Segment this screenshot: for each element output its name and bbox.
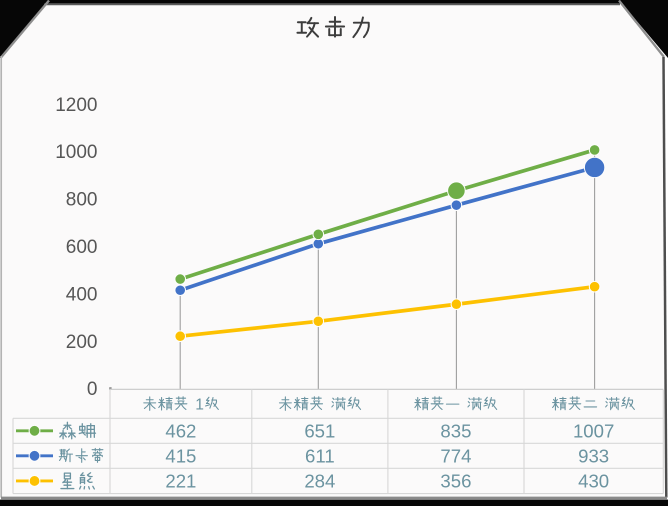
svg-text:1007: 1007 <box>573 420 614 441</box>
svg-text:1200: 1200 <box>55 95 97 116</box>
svg-text:0: 0 <box>87 379 98 400</box>
svg-text:284: 284 <box>304 470 335 491</box>
svg-text:800: 800 <box>66 190 98 211</box>
svg-text:835: 835 <box>440 420 471 441</box>
svg-text:933: 933 <box>578 445 609 466</box>
svg-text:430: 430 <box>578 470 609 491</box>
svg-text:415: 415 <box>165 445 196 466</box>
svg-text:1000: 1000 <box>55 142 97 163</box>
svg-text:1: 1 <box>195 396 204 413</box>
svg-text:221: 221 <box>165 470 196 491</box>
svg-text:462: 462 <box>165 420 196 441</box>
svg-text:611: 611 <box>305 445 335 466</box>
svg-text:600: 600 <box>66 237 98 258</box>
svg-text:400: 400 <box>66 284 98 305</box>
svg-text:774: 774 <box>440 445 471 466</box>
svg-text:651: 651 <box>304 420 335 441</box>
svg-text:356: 356 <box>440 470 471 491</box>
svg-text:200: 200 <box>66 332 98 353</box>
